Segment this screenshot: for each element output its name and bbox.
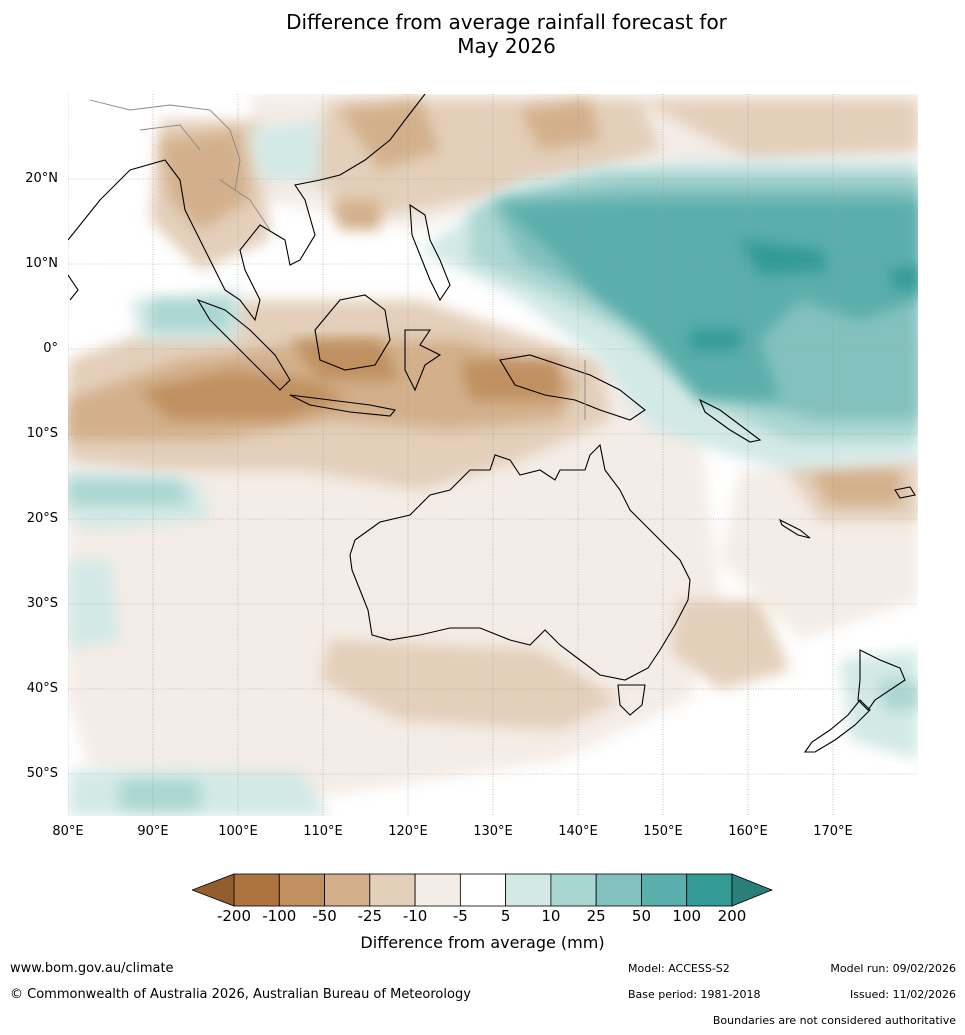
colorbar-under-arrow <box>192 873 235 907</box>
colorbar-tick-label: -200 <box>216 907 252 925</box>
map-title: Difference from average rainfall forecas… <box>0 10 965 58</box>
java-coast <box>289 394 397 417</box>
colorbar-swatch <box>459 873 507 907</box>
colorbar-tick-label: -100 <box>262 907 297 925</box>
colorbar-tick-label: -10 <box>402 907 428 925</box>
sulawesi-coast <box>404 329 442 392</box>
colorbar-tick-label: 25 <box>586 907 606 925</box>
colorbar-tick-label: 50 <box>631 907 651 925</box>
lon-label-90e: 90°E <box>137 824 169 839</box>
new-zealand-south-coast <box>803 699 871 753</box>
australia-coast <box>349 443 691 681</box>
disclaimer-text: Boundaries are not considered authoritat… <box>712 1014 956 1027</box>
colorbar-tick-label: 200 <box>717 907 747 925</box>
lon-label-110e: 110°E <box>303 824 343 839</box>
sumatra-coast <box>196 298 291 391</box>
lon-label-120e: 120°E <box>388 824 428 839</box>
issued-text: Issued: 11/02/2026 <box>849 988 956 1001</box>
lat-label-50s: 50°S <box>26 766 58 781</box>
lon-label-170e: 170°E <box>813 824 853 839</box>
new-zealand-coast <box>857 649 906 711</box>
solomon-islands-coast <box>698 398 762 443</box>
graticule <box>68 94 918 816</box>
dry-very-strong-areas <box>140 340 560 420</box>
lat-label-0: 0° <box>43 341 58 356</box>
lon-label-160e: 160°E <box>728 824 768 839</box>
lon-label-150e: 150°E <box>643 824 683 839</box>
lon-label-100e: 100°E <box>218 824 258 839</box>
colorbar-tick-label: 10 <box>541 907 561 925</box>
lat-label-10s: 10°S <box>26 426 58 441</box>
tasmania-coast <box>617 684 646 716</box>
colorbar-tick-label: 5 <box>500 907 511 925</box>
website-link[interactable]: www.bom.gov.au/climate <box>10 961 174 976</box>
lon-label-130e: 130°E <box>473 824 513 839</box>
colorbar-swatch <box>505 873 552 907</box>
title-line-1: Difference from average rainfall forecas… <box>286 10 727 34</box>
colorbar-tick-label: -50 <box>312 907 337 925</box>
base-period-text: Base period: 1981-2018 <box>628 988 761 1001</box>
model-run-text: Model run: 09/02/2026 <box>830 962 956 975</box>
rainfall-map <box>68 94 918 816</box>
wet-extreme-areas <box>690 240 918 350</box>
colorbar-swatch <box>369 873 416 907</box>
colorbar-label: Difference from average (mm) <box>360 933 605 952</box>
colorbar-swatch <box>550 873 597 907</box>
lat-label-10n: 10°N <box>25 256 58 271</box>
copyright-text: © Commonwealth of Australia 2026, Austra… <box>10 987 471 1002</box>
title-line-2: May 2026 <box>457 34 556 58</box>
lat-label-20n: 20°N <box>25 171 58 186</box>
colorbar-tick-label: -5 <box>452 907 468 925</box>
lon-label-140e: 140°E <box>558 824 598 839</box>
lat-label-40s: 40°S <box>26 681 58 696</box>
colorbar-swatch <box>686 873 733 907</box>
new-caledonia-coast <box>778 518 811 539</box>
colorbar-swatch <box>414 873 461 907</box>
colorbar-tick-label: -25 <box>357 907 383 925</box>
philippines-coast <box>409 203 451 302</box>
coastlines <box>68 94 916 753</box>
lat-label-20s: 20°S <box>26 511 58 526</box>
lon-label-80e: 80°E <box>52 824 84 839</box>
colorbar-swatch <box>595 873 642 907</box>
colorbar-over-arrow <box>731 873 774 907</box>
colorbar-swatch <box>278 873 325 907</box>
lat-label-30s: 30°S <box>26 596 58 611</box>
colorbar-swatch <box>641 873 688 907</box>
sri-lanka-coast <box>68 274 79 301</box>
colorbar <box>192 873 774 907</box>
map-area: 20°N 10°N 0° 10°S 20°S 30°S 40°S 50°S 80… <box>25 94 918 839</box>
colorbar-swatches <box>233 873 733 907</box>
borneo-coast <box>314 294 391 371</box>
country-boundaries <box>89 99 586 420</box>
new-guinea-coast <box>499 354 646 421</box>
colorbar-tick-label: 100 <box>672 907 702 925</box>
colorbar-swatch <box>324 873 371 907</box>
model-text: Model: ACCESS-S2 <box>628 962 730 975</box>
mainland-asia-coast <box>68 94 426 322</box>
colorbar-swatch <box>233 873 280 907</box>
fiji-coast <box>894 486 916 499</box>
